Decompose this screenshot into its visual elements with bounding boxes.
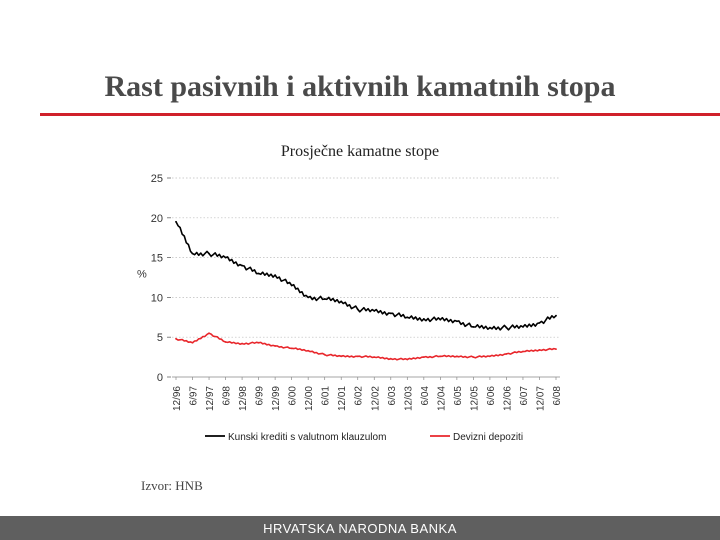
data-point	[241, 264, 243, 267]
series-line-1	[175, 332, 557, 361]
data-point	[522, 350, 524, 353]
x-tick-label: 12/01	[337, 386, 348, 411]
data-point	[224, 341, 227, 343]
data-point	[323, 353, 326, 356]
x-tick-label: 6/04	[420, 386, 431, 406]
legend-label: Kunski krediti s valutnom klauzulom	[228, 432, 386, 443]
data-point	[323, 298, 326, 300]
x-tick-label: 6/00	[288, 386, 299, 406]
x-tick-label: 6/02	[354, 386, 365, 406]
data-point	[340, 355, 343, 358]
data-point	[290, 284, 293, 287]
data-point	[257, 272, 260, 275]
data-point	[389, 357, 392, 360]
x-tick-label: 6/97	[189, 386, 200, 406]
data-point	[489, 355, 491, 358]
y-tick-label: 15	[151, 253, 163, 265]
legend: Kunski krediti s valutnom klauzulom Deviz…	[205, 432, 523, 443]
data-point	[555, 314, 557, 317]
data-point	[455, 355, 458, 358]
data-point	[389, 312, 392, 315]
x-tick-label: 6/05	[453, 386, 464, 406]
x-tick-label: 6/07	[519, 386, 530, 406]
data-point	[290, 347, 293, 350]
data-point	[191, 252, 194, 255]
x-tick-label: 12/05	[469, 386, 480, 411]
chart-title: Prosječne kamatne stope	[280, 143, 440, 160]
grid-lines	[172, 177, 560, 338]
y-tick-label: 0	[157, 372, 163, 384]
data-point	[208, 252, 210, 255]
data-point	[274, 345, 277, 347]
x-tick-label: 12/07	[535, 386, 546, 411]
data-point	[373, 310, 376, 312]
data-point	[356, 355, 359, 358]
data-point	[472, 356, 475, 358]
y-axis-label: %	[137, 269, 147, 281]
x-tick-label: 12/98	[238, 386, 249, 411]
x-tick-label: 12/02	[370, 386, 381, 411]
data-point	[307, 296, 310, 299]
x-tick-label: 6/99	[255, 386, 266, 406]
source-note: Izvor: HNB	[141, 478, 203, 493]
footer-bank-name: HRVATSKA NARODNA BANKA	[263, 521, 457, 536]
slide-title: Rast pasivnih i aktivnih kamatnih stopa	[104, 70, 616, 103]
x-tick-label: 6/06	[486, 386, 497, 406]
data-point	[340, 300, 343, 303]
data-point	[422, 317, 425, 320]
data-point	[406, 358, 409, 361]
legend-label: Devizni depoziti	[453, 432, 523, 443]
data-point	[307, 349, 310, 352]
x-tick-label: 12/06	[502, 386, 513, 411]
series-lines	[175, 220, 557, 361]
data-point	[439, 318, 442, 321]
y-tick-label: 20	[151, 213, 163, 225]
data-point	[555, 348, 557, 351]
data-point	[422, 356, 425, 358]
y-tick-label: 10	[151, 292, 163, 304]
x-tick-label: 6/08	[552, 386, 563, 406]
x-tick-label: 6/03	[387, 386, 398, 406]
data-point	[522, 325, 524, 328]
data-point	[489, 326, 491, 329]
data-point	[208, 332, 210, 335]
x-tick-label: 12/00	[304, 386, 315, 411]
data-point	[505, 353, 508, 355]
x-tick-label: 12/99	[271, 386, 282, 411]
x-tick-label: 12/97	[205, 386, 216, 411]
data-point	[455, 320, 458, 323]
footer-bar: HRVATSKA NARODNA BANKA	[0, 516, 720, 540]
data-point	[373, 356, 376, 358]
data-point	[406, 316, 409, 319]
title-divider	[40, 113, 720, 116]
data-point	[175, 337, 177, 340]
x-tick-label: 12/03	[403, 386, 414, 411]
y-axis: 0 5 10 15 20 25	[151, 173, 171, 384]
series-line-0	[175, 221, 557, 331]
data-point	[241, 342, 243, 345]
data-point	[472, 325, 475, 328]
data-point	[538, 349, 541, 351]
y-tick-label: 5	[157, 332, 163, 344]
data-point	[274, 274, 277, 277]
data-point	[224, 256, 227, 259]
x-tick-label: 6/01	[321, 386, 332, 406]
data-point	[505, 326, 508, 329]
x-tick-label: 6/98	[222, 386, 233, 406]
data-point	[356, 308, 359, 311]
x-axis: 12/96 6/97 12/97 6/98 12/98 6/99 12/99 6/00 12/0…	[172, 376, 563, 411]
data-point	[191, 341, 194, 344]
x-tick-label: 12/04	[436, 386, 447, 411]
y-tick-label: 25	[151, 173, 163, 185]
x-tick-label: 12/96	[172, 386, 183, 411]
data-point	[257, 341, 260, 344]
data-point	[538, 321, 541, 324]
data-point	[439, 355, 442, 358]
data-point	[175, 220, 177, 223]
